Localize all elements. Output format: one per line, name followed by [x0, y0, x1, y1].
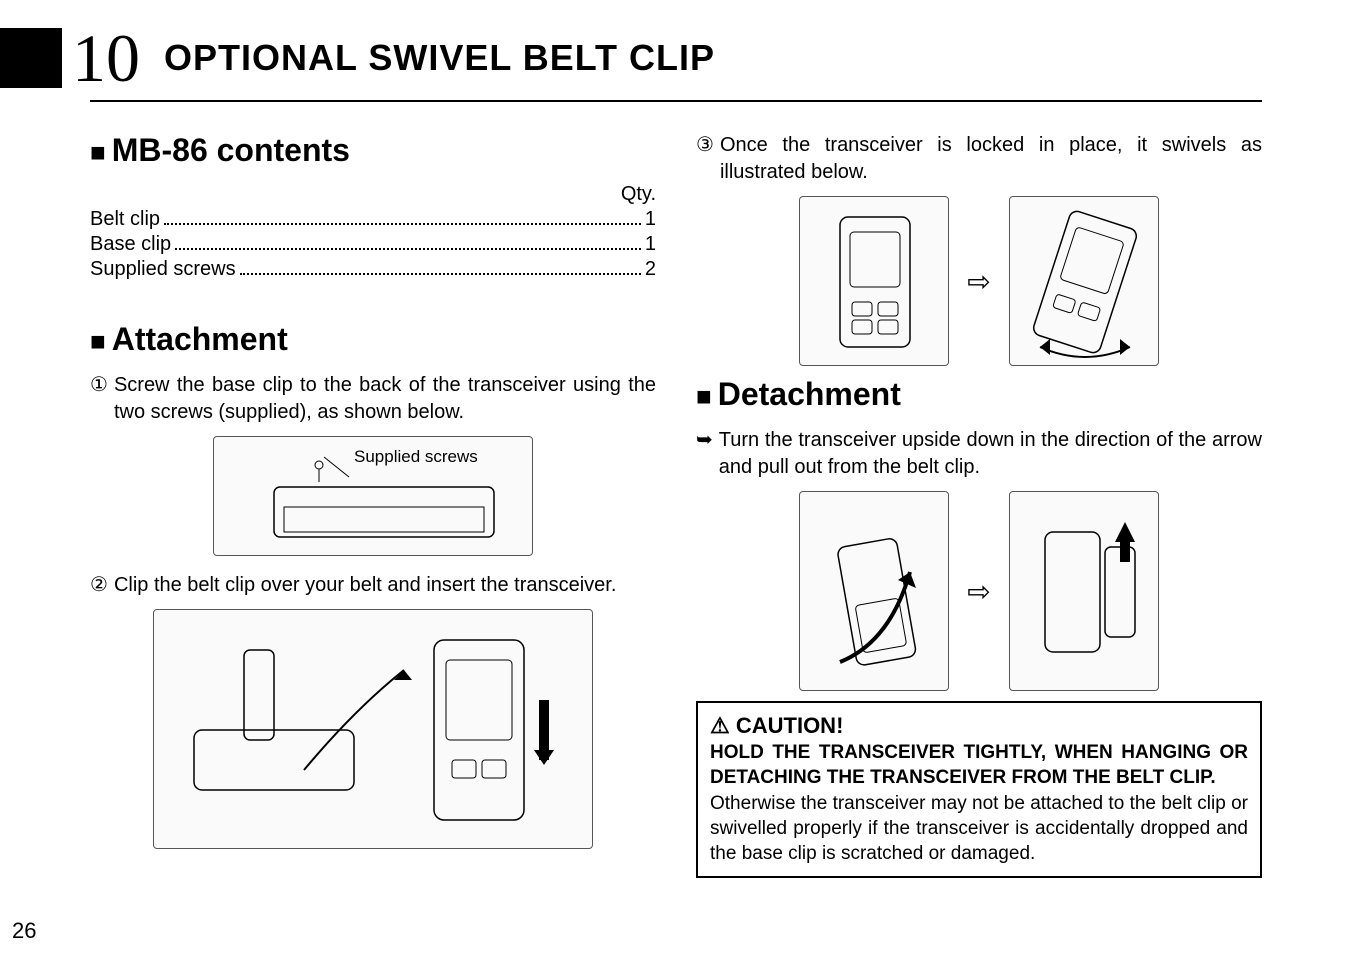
square-bullet-icon: ■ [90, 137, 106, 168]
step-2-text: Clip the belt clip over your belt and in… [114, 572, 656, 599]
left-column: ■MB-86 contents Qty. Belt clip 1 Base cl… [90, 132, 656, 878]
contents-item-qty: 1 [645, 208, 656, 231]
figure-placeholder [1009, 196, 1159, 366]
clip-insert-illustration [154, 610, 594, 850]
figure-placeholder [799, 491, 949, 691]
contents-heading: ■MB-86 contents [90, 132, 656, 169]
leader-dots [175, 234, 641, 250]
detach-before-illustration [800, 492, 950, 692]
attachment-heading-text: Attachment [112, 321, 288, 357]
detachment-heading-text: Detachment [718, 376, 901, 412]
figure-placeholder [153, 609, 593, 849]
detach-after-illustration [1010, 492, 1160, 692]
figure-swivel: ⇨ [696, 196, 1262, 366]
detach-text: Turn the transceiver upside down in the … [719, 427, 1262, 481]
detach-step: ➥ Turn the transceiver upside down in th… [696, 427, 1262, 481]
caution-body-text: Otherwise the transceiver may not be att… [710, 792, 1248, 866]
figure-placeholder [1009, 491, 1159, 691]
detach-marker: ➥ [696, 427, 713, 481]
caution-title-text: CAUTION! [736, 713, 844, 738]
figure-base-clip: Supplied screws [90, 436, 656, 556]
step-marker-1: ① [90, 372, 108, 426]
contents-item-label: Supplied screws [90, 258, 236, 281]
step-2: ② Clip the belt clip over your belt and … [90, 572, 656, 599]
square-bullet-icon: ■ [90, 326, 106, 357]
contents-item-label: Belt clip [90, 208, 160, 231]
caution-title: ⚠ CAUTION! [710, 713, 1248, 739]
page-header: 10 OPTIONAL SWIVEL BELT CLIP [0, 0, 1352, 92]
contents-row: Belt clip 1 [90, 208, 656, 231]
contents-row: Base clip 1 [90, 233, 656, 256]
qty-header: Qty. [90, 183, 656, 206]
step-1-text: Screw the base clip to the back of the t… [114, 372, 656, 426]
attachment-heading: ■Attachment [90, 321, 656, 358]
contents-item-qty: 1 [645, 233, 656, 256]
step-3-text: Once the transceiver is locked in place,… [720, 132, 1262, 186]
right-column: ③ Once the transceiver is locked in plac… [696, 132, 1262, 878]
header-black-tab [0, 28, 62, 88]
step-marker-2: ② [90, 572, 108, 599]
caution-bold-text: HOLD THE TRANSCEIVER TIGHTLY, WHEN HANGI… [710, 741, 1248, 790]
figure-placeholder [799, 196, 949, 366]
arrow-right-icon: ⇨ [967, 575, 990, 608]
leader-dots [240, 259, 641, 275]
step-marker-3: ③ [696, 132, 714, 186]
caution-icon: ⚠ [710, 713, 730, 738]
arrow-right-icon: ⇨ [967, 265, 990, 298]
figure-clip-insert [90, 609, 656, 849]
figure-label: Supplied screws [354, 447, 478, 467]
page-number: 26 [12, 918, 36, 944]
contents-item-label: Base clip [90, 233, 171, 256]
chapter-title: OPTIONAL SWIVEL BELT CLIP [164, 37, 715, 79]
figure-placeholder: Supplied screws [213, 436, 533, 556]
swivel-after-illustration [1010, 197, 1160, 367]
step-3: ③ Once the transceiver is locked in plac… [696, 132, 1262, 186]
leader-dots [164, 209, 641, 225]
contents-item-qty: 2 [645, 258, 656, 281]
contents-heading-text: MB-86 contents [112, 132, 350, 168]
attachment-section: ■Attachment ① Screw the base clip to the… [90, 321, 656, 849]
chapter-number: 10 [72, 24, 140, 92]
caution-box: ⚠ CAUTION! HOLD THE TRANSCEIVER TIGHTLY,… [696, 701, 1262, 878]
figure-detach: ⇨ [696, 491, 1262, 691]
content-columns: ■MB-86 contents Qty. Belt clip 1 Base cl… [0, 102, 1352, 878]
swivel-before-illustration [800, 197, 950, 367]
detachment-heading: ■Detachment [696, 376, 1262, 413]
contents-row: Supplied screws 2 [90, 258, 656, 281]
step-1: ① Screw the base clip to the back of the… [90, 372, 656, 426]
square-bullet-icon: ■ [696, 381, 712, 412]
